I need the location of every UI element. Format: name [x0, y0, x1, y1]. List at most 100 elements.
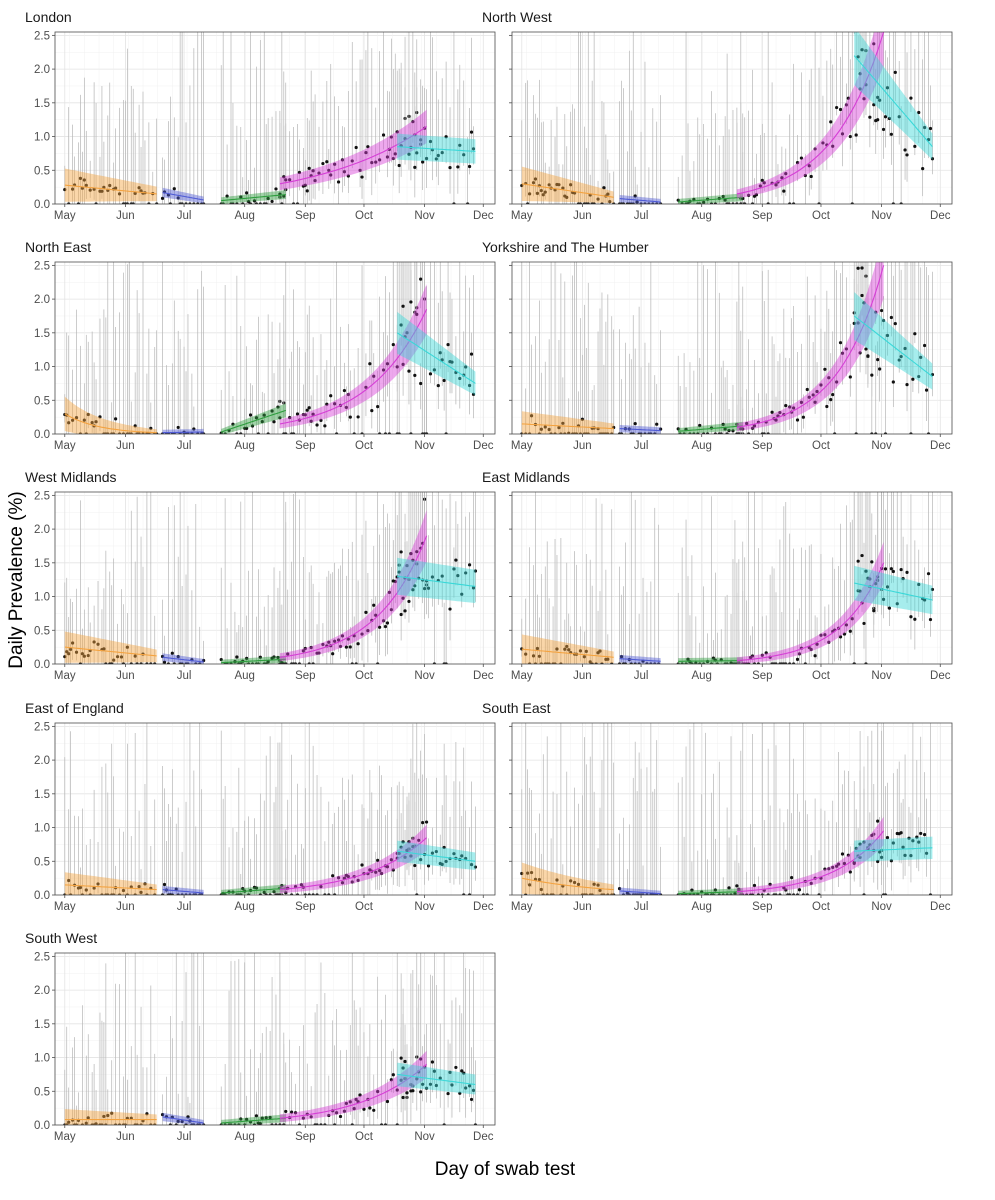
data-point — [838, 635, 843, 639]
fit-band-round-6 — [854, 565, 933, 615]
data-point — [325, 160, 329, 164]
data-point — [889, 315, 893, 320]
x-tick-label: Nov — [414, 670, 435, 682]
data-point — [901, 577, 905, 581]
data-point — [464, 365, 468, 369]
data-point — [596, 197, 600, 201]
fit-line-round-2 — [162, 656, 204, 663]
data-point — [102, 1114, 106, 1119]
data-point — [338, 644, 343, 649]
data-point — [440, 862, 444, 866]
data-point — [774, 183, 778, 187]
fit-band-round-6 — [397, 1062, 476, 1095]
fit-line-round-2 — [162, 1116, 204, 1124]
y-tick-label: 1.5 — [34, 558, 50, 570]
x-tick-label: Dec — [473, 440, 494, 452]
data-point — [364, 610, 368, 615]
data-point — [747, 193, 751, 198]
data-point — [721, 194, 725, 199]
data-point — [805, 387, 809, 392]
data-point — [364, 150, 368, 155]
fit-band-round-6 — [854, 32, 933, 160]
data-point — [262, 890, 266, 894]
data-point — [366, 629, 370, 633]
data-point — [891, 380, 895, 384]
fit-line-round-1 — [521, 877, 614, 891]
data-point — [430, 1060, 435, 1064]
panel-border — [511, 491, 953, 665]
y-tick-label: 1.5 — [34, 98, 50, 110]
data-point — [919, 831, 923, 836]
data-point — [415, 1077, 419, 1081]
data-point — [434, 157, 438, 161]
data-point — [401, 1066, 405, 1070]
data-point — [110, 1111, 114, 1115]
data-point — [561, 421, 565, 425]
data-point — [448, 1070, 452, 1074]
data-point — [860, 48, 864, 52]
data-point — [376, 858, 380, 862]
data-point — [813, 654, 817, 658]
data-point — [464, 571, 468, 575]
data-point — [342, 1109, 347, 1113]
data-point — [336, 876, 341, 880]
data-point — [541, 193, 545, 197]
data-point — [280, 883, 284, 888]
data-point — [415, 312, 419, 316]
data-point — [885, 585, 890, 589]
data-point — [241, 887, 245, 891]
x-tick-label: Oct — [355, 440, 374, 452]
data-point — [139, 189, 143, 193]
data-point — [874, 310, 878, 314]
data-point — [825, 404, 829, 409]
data-point — [411, 120, 415, 124]
data-point — [430, 575, 435, 579]
data-point — [358, 1093, 362, 1097]
data-point — [452, 567, 456, 571]
data-point — [854, 133, 858, 137]
data-point — [878, 367, 882, 371]
data-point — [67, 1120, 71, 1124]
fit-band-round-1 — [521, 862, 614, 895]
data-point — [526, 871, 530, 875]
data-point — [895, 602, 899, 606]
plot-content — [63, 262, 476, 434]
data-point — [303, 183, 307, 187]
y-tick-label: 0.5 — [34, 856, 50, 868]
data-point — [307, 166, 311, 170]
data-point — [440, 574, 444, 578]
data-point — [96, 642, 100, 646]
data-point — [419, 1090, 423, 1094]
data-point — [446, 343, 450, 347]
data-point — [301, 649, 305, 653]
x-tick-label: May — [54, 440, 76, 452]
data-point — [676, 198, 680, 202]
data-point — [811, 393, 815, 397]
data-point — [80, 652, 84, 656]
x-tick-label: Oct — [355, 210, 374, 222]
data-point — [235, 655, 239, 659]
data-point — [792, 406, 796, 410]
x-tick-label: Dec — [930, 210, 951, 222]
x-tick-label: Dec — [930, 901, 951, 913]
data-point — [848, 629, 852, 633]
data-point — [471, 1088, 476, 1092]
data-point — [413, 863, 417, 868]
data-point — [258, 655, 262, 659]
data-point — [325, 402, 329, 406]
data-point — [329, 173, 333, 177]
fit-line-round-3 — [221, 194, 286, 202]
plot-content — [520, 32, 935, 204]
x-tick-label: May — [54, 210, 76, 222]
data-point — [770, 410, 774, 414]
data-point — [803, 173, 807, 178]
data-point — [368, 1106, 372, 1110]
fit-line-round-3 — [221, 658, 286, 664]
data-point — [844, 623, 849, 627]
data-point — [186, 1115, 190, 1119]
data-point — [344, 645, 348, 649]
x-tick-label: Dec — [473, 670, 494, 682]
x-tick-label: Jun — [573, 440, 592, 452]
data-point — [350, 880, 354, 884]
x-tick-label: Jul — [634, 440, 649, 452]
